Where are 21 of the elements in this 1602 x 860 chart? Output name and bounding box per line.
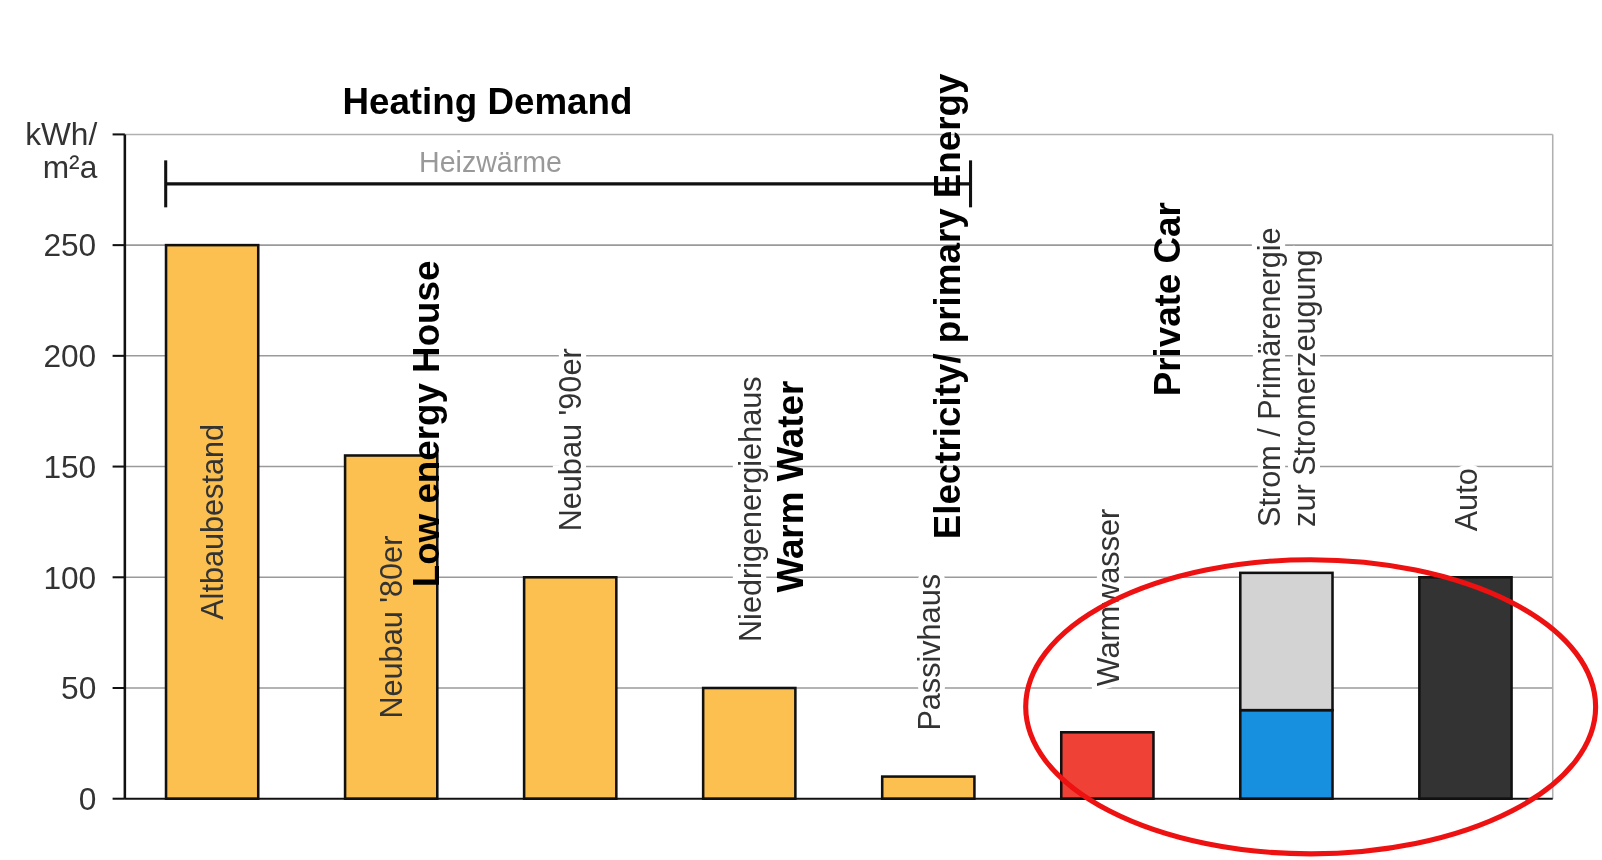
y-tick-label: 0 [78,780,97,817]
y-tick-label: 100 [43,559,97,596]
y-tick-label: 150 [43,448,97,485]
text: Heating Demand [342,81,633,123]
y-tick-label: 250 [43,227,97,264]
annotation: Heizwärme [419,145,562,178]
x-tick-label: Altbaubestand [195,424,230,620]
y-axis-title: kWh/ m²a [25,116,98,185]
x-tick-label: Niedrigenergiehaus [732,376,768,643]
x-tick-label: Neubau '80er [374,535,409,719]
x-tick-label: Neubau '90er [553,348,588,532]
x-tick-label: Auto [1448,468,1483,532]
x-tick-label: Passivhaus [911,574,946,731]
x-tick-label: Warmwasser [1090,508,1125,687]
y-tick-label: 200 [43,338,97,375]
x-tick-label: Strom / Primärenergie zur Stromerzeugung [1252,227,1322,527]
annotation: Low energy House [406,260,448,588]
annotation: Electricity/ primary Energy [927,73,969,540]
y-tick-label: 50 [61,670,97,707]
annotation: Warm Water [770,380,812,593]
annotation: Private Car [1146,202,1188,397]
